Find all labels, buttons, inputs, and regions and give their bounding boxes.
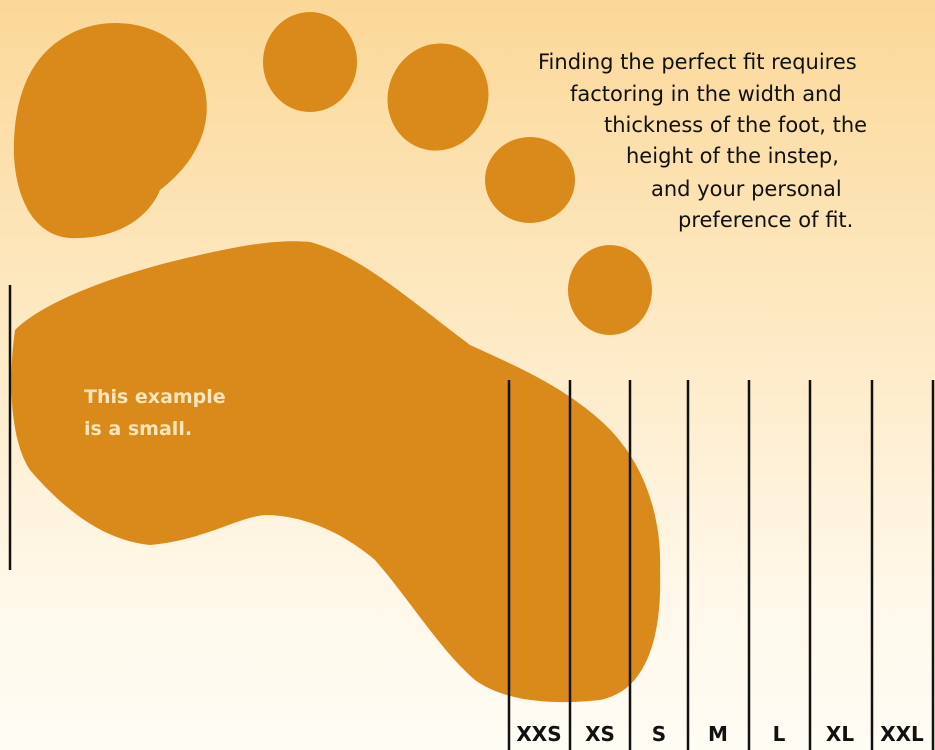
page: Finding the perfect fit requires factori…	[0, 0, 935, 750]
intro-text: Finding the perfect fit requires	[538, 50, 857, 74]
toe	[373, 29, 504, 165]
toe	[263, 12, 357, 112]
intro-text: thickness of the foot, the	[604, 113, 867, 137]
toe	[568, 245, 652, 335]
size-label: L	[749, 722, 809, 746]
size-label: XS	[570, 722, 630, 746]
size-label: XXL	[872, 722, 932, 746]
sole	[11, 241, 660, 702]
intro-text: height of the instep,	[626, 144, 839, 168]
size-label: M	[688, 722, 748, 746]
size-label: XL	[810, 722, 870, 746]
size-label: XXS	[509, 722, 569, 746]
intro-text: preference of fit.	[678, 208, 853, 232]
example-text: This example	[84, 386, 226, 408]
toe	[485, 137, 575, 223]
intro-text: and your personal	[651, 177, 842, 201]
big-toe	[14, 23, 207, 238]
example-text: is a small.	[84, 418, 192, 440]
intro-text: factoring in the width and	[570, 82, 842, 106]
size-label: S	[629, 722, 689, 746]
